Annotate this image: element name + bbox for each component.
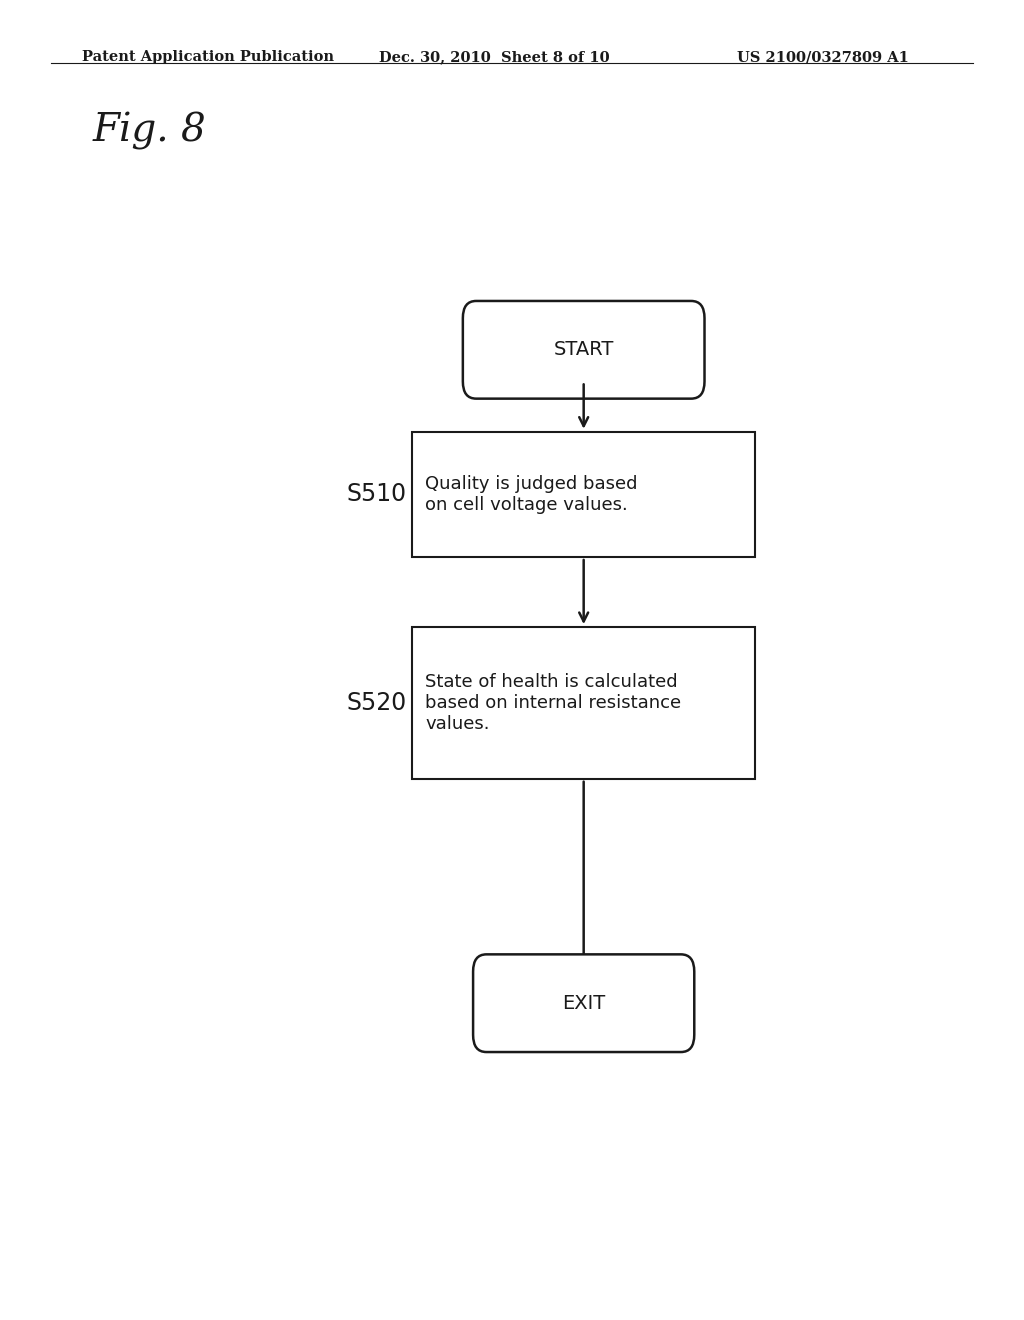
Text: Quality is judged based
on cell voltage values.: Quality is judged based on cell voltage … [426, 475, 638, 513]
Text: EXIT: EXIT [562, 994, 605, 1012]
FancyBboxPatch shape [473, 954, 694, 1052]
Text: Dec. 30, 2010  Sheet 8 of 10: Dec. 30, 2010 Sheet 8 of 10 [379, 50, 609, 65]
Text: S510: S510 [347, 482, 407, 507]
Text: State of health is calculated
based on internal resistance
values.: State of health is calculated based on i… [426, 673, 682, 733]
Text: START: START [554, 341, 613, 359]
FancyBboxPatch shape [463, 301, 705, 399]
Text: US 2100/0327809 A1: US 2100/0327809 A1 [737, 50, 909, 65]
Text: S520: S520 [347, 690, 407, 715]
Text: Patent Application Publication: Patent Application Publication [82, 50, 334, 65]
FancyBboxPatch shape [412, 627, 756, 779]
FancyBboxPatch shape [412, 432, 756, 557]
Text: Fig. 8: Fig. 8 [92, 112, 206, 150]
